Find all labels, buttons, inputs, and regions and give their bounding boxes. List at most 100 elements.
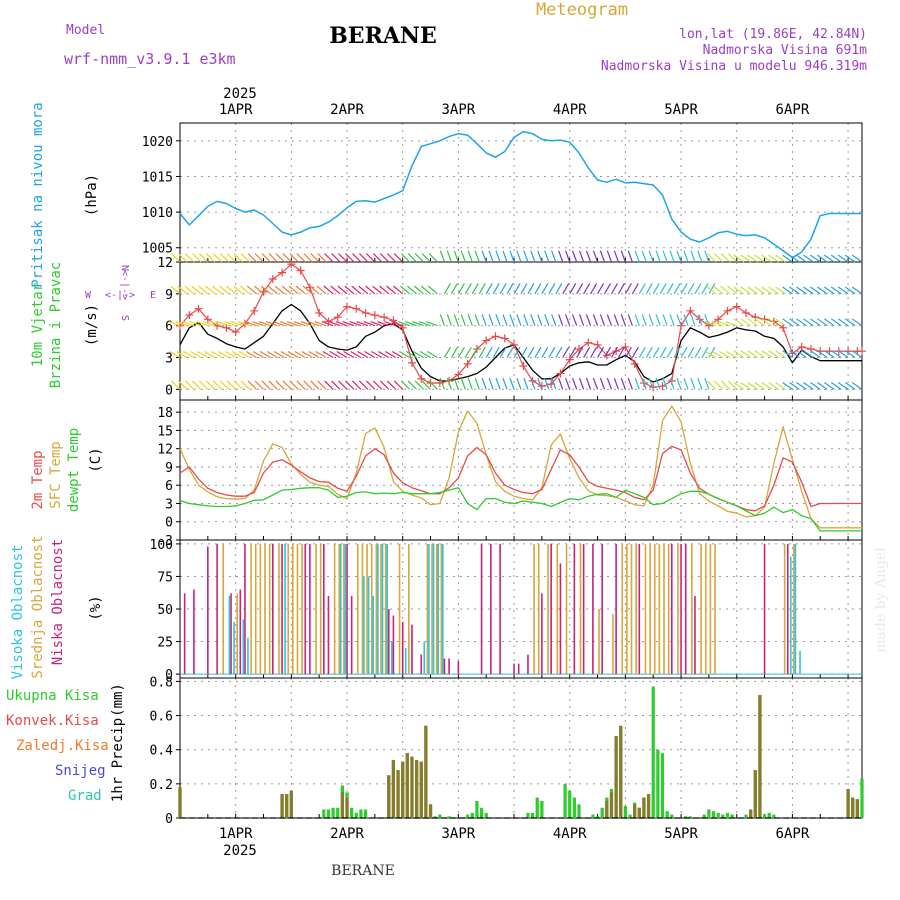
precip-total-bar: [479, 807, 484, 818]
wind-barb: [412, 351, 424, 359]
compass-w: W: [85, 290, 92, 301]
wind-barb: [620, 314, 626, 326]
wind-barb: [485, 346, 493, 358]
wind-barb: [261, 380, 271, 390]
precip-conv-bar: [846, 788, 850, 818]
precip-legend-snow: Snijeg: [55, 763, 106, 779]
precip-conv-bar: [405, 753, 409, 818]
wind-barb: [329, 351, 341, 359]
wind-barb: [219, 380, 230, 390]
wind-barb: [733, 286, 745, 295]
wind-barb: [317, 253, 327, 263]
wind-barb: [279, 321, 292, 327]
cloud-title-low: Niska Oblacnost: [50, 539, 66, 665]
wind-barb: [259, 351, 271, 359]
precip-conv-bar: [753, 770, 757, 818]
wind-barb: [585, 314, 592, 326]
year-label-top: 2025: [223, 86, 257, 102]
wind-barb: [747, 318, 758, 327]
panel-frame-wind: [179, 261, 863, 401]
wind-barb: [823, 286, 835, 295]
wind-gust-marker: [231, 328, 240, 337]
wind-barb: [713, 380, 724, 390]
wind-barb: [817, 254, 828, 263]
wind-barb: [694, 283, 702, 295]
precip-total-bar: [730, 814, 734, 818]
wind-gust-marker: [858, 347, 866, 356]
precip-total-bar: [688, 816, 692, 818]
wind-barb: [324, 380, 334, 390]
wind-barb: [694, 346, 702, 358]
wind-gust-marker: [491, 332, 500, 341]
wind-barb: [443, 283, 451, 295]
wind-barb: [733, 318, 745, 327]
wind-barb: [414, 253, 424, 263]
y-tick-label: 9: [165, 288, 173, 303]
wind-barb: [169, 351, 181, 359]
wind-gust-marker: [806, 345, 815, 354]
precip-conv-bar: [619, 725, 623, 818]
y-tick-label: 6: [165, 479, 173, 494]
wind-barb: [680, 346, 688, 358]
watermark: made by Angel: [873, 547, 889, 653]
wind-gust-marker: [389, 316, 398, 325]
y-tick-label: 0: [165, 516, 173, 531]
top-day-labels: 1APR 2APR 3APR 4APR 5APR 6APR: [219, 102, 810, 118]
wind-barb: [747, 286, 758, 295]
wind-barb: [365, 285, 376, 295]
wind-barb: [652, 283, 660, 295]
wind-barb: [617, 346, 625, 358]
wind-barb: [502, 377, 508, 390]
precip-conv-bar: [637, 807, 641, 818]
precip-total-bar: [660, 753, 665, 818]
wind-barb: [690, 250, 696, 263]
wind-barb: [231, 351, 243, 359]
wind-barb: [189, 321, 202, 327]
wind-barb: [365, 380, 376, 390]
wind-barb: [599, 250, 606, 263]
wind-barb: [240, 380, 251, 390]
wind-barb: [830, 350, 842, 359]
wind-barb: [641, 314, 647, 326]
wind-barb: [219, 253, 230, 263]
wind-barb: [252, 321, 264, 327]
wind-barb: [655, 314, 661, 326]
y-tick-label: 12: [157, 443, 173, 458]
wind-barb: [288, 285, 299, 295]
wind-barb: [789, 286, 800, 295]
wind-barb: [391, 321, 403, 327]
wind-barb: [544, 314, 550, 326]
precip-total-bar: [716, 812, 720, 818]
wind-barb: [590, 283, 598, 295]
wind-barb: [782, 382, 793, 390]
wind-barb: [303, 380, 313, 390]
y-tick-label: 15: [157, 424, 173, 439]
wind-gust-marker: [556, 369, 565, 378]
wind-barb: [676, 250, 682, 263]
wind-barb: [576, 346, 584, 358]
wind-barb: [400, 253, 411, 263]
wind-barb: [603, 346, 612, 358]
precip-total-bar: [600, 807, 604, 818]
wind-barb: [385, 351, 397, 359]
wind-barb: [844, 254, 856, 263]
wind-barb: [338, 380, 348, 390]
wind-barb: [275, 380, 285, 390]
y-tick-label: 18: [157, 406, 173, 421]
wind-barb: [565, 377, 571, 390]
wind-barb: [527, 346, 535, 358]
pressure-unit: (hPa): [84, 174, 100, 216]
wind-barb: [272, 321, 285, 327]
wind-barb: [830, 286, 842, 295]
y-tick-label: 0.2: [150, 778, 173, 793]
precip-total-bar: [350, 807, 354, 818]
footer-station: BERANE: [331, 863, 395, 879]
wind-barb: [548, 346, 556, 358]
wind-barb: [669, 314, 675, 326]
wind-barb: [398, 321, 410, 327]
wind-barb: [810, 382, 821, 390]
wind-barb: [379, 285, 390, 295]
wind-barb: [183, 351, 195, 359]
wind-barb: [238, 351, 250, 359]
wind-barb: [495, 314, 501, 326]
